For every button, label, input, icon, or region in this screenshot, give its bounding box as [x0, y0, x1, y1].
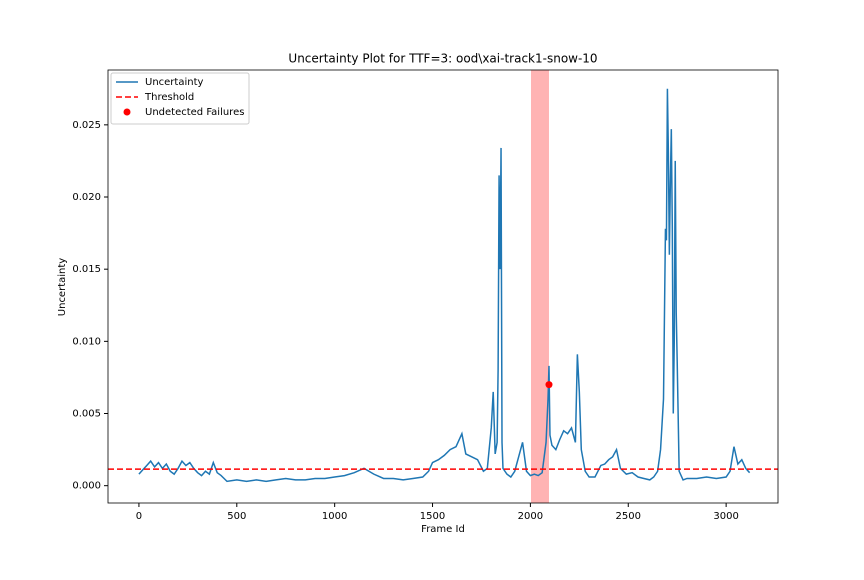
- plot-frame: [107, 69, 779, 504]
- chart-title: Uncertainty Plot for TTF=3: ood\xai-trac…: [288, 52, 597, 66]
- y-tick-label: 0.015: [72, 264, 101, 275]
- highlight-span: [530, 70, 549, 503]
- failure-point: [545, 381, 553, 389]
- y-tick-label: 0.025: [72, 120, 101, 131]
- uncertainty-line: [138, 88, 751, 483]
- x-tick-label: 3000: [713, 511, 738, 522]
- y-tick-label: 0.005: [72, 409, 101, 420]
- x-tick-label: 0: [136, 511, 142, 522]
- x-tick-label: 2000: [518, 511, 543, 522]
- x-tick-label: 500: [227, 511, 246, 522]
- y-axis-label: Uncertainty: [57, 258, 68, 317]
- legend-label: Uncertainty: [145, 77, 204, 88]
- y-tick-label: 0.000: [72, 481, 101, 492]
- x-tick-label: 2500: [616, 511, 641, 522]
- legend-label: Threshold: [144, 92, 194, 103]
- x-axis-label: Frame Id: [421, 524, 465, 535]
- x-tick-label: 1500: [420, 511, 445, 522]
- legend-box: [110, 72, 250, 125]
- x-tick-label: 1000: [322, 511, 347, 522]
- legend-label: Undetected Failures: [145, 107, 244, 118]
- y-tick-label: 0.010: [72, 336, 101, 347]
- legend-swatch: [123, 108, 131, 116]
- y-tick-label: 0.020: [72, 192, 101, 203]
